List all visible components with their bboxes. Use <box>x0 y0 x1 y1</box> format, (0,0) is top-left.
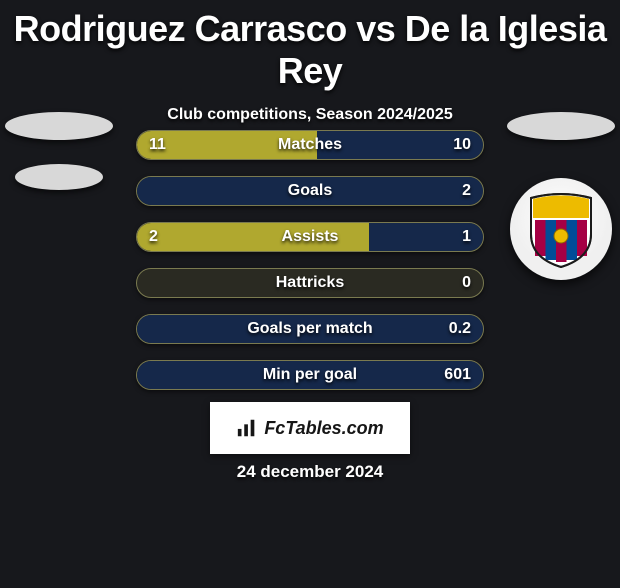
avatar-placeholder-icon <box>507 112 615 140</box>
stats-comparison-bars: 1110Matches 2Goals 21Assists 0Hattricks 0.2G… <box>136 130 484 406</box>
avatar-placeholder-icon <box>15 164 103 190</box>
brand-text: FcTables.com <box>264 418 383 439</box>
stat-label: Goals <box>137 177 483 205</box>
player-left-avatar-area <box>4 112 114 214</box>
stat-row: 2Goals <box>136 176 484 206</box>
stat-label: Assists <box>137 223 483 251</box>
stat-row: 601Min per goal <box>136 360 484 390</box>
stat-row: 0.2Goals per match <box>136 314 484 344</box>
stat-label: Matches <box>137 131 483 159</box>
page-title: Rodriguez Carrasco vs De la Iglesia Rey <box>0 8 620 92</box>
club-crest-icon <box>510 178 612 280</box>
stat-label: Min per goal <box>137 361 483 389</box>
stat-label: Goals per match <box>137 315 483 343</box>
brand-watermark: FcTables.com <box>210 402 410 454</box>
avatar-placeholder-icon <box>5 112 113 140</box>
stat-row: 21Assists <box>136 222 484 252</box>
stat-row: 0Hattricks <box>136 268 484 298</box>
generated-date: 24 december 2024 <box>0 462 620 482</box>
player-right-avatar-area <box>506 112 616 164</box>
stat-label: Hattricks <box>137 269 483 297</box>
stat-row: 1110Matches <box>136 130 484 160</box>
bars-icon <box>236 417 258 439</box>
